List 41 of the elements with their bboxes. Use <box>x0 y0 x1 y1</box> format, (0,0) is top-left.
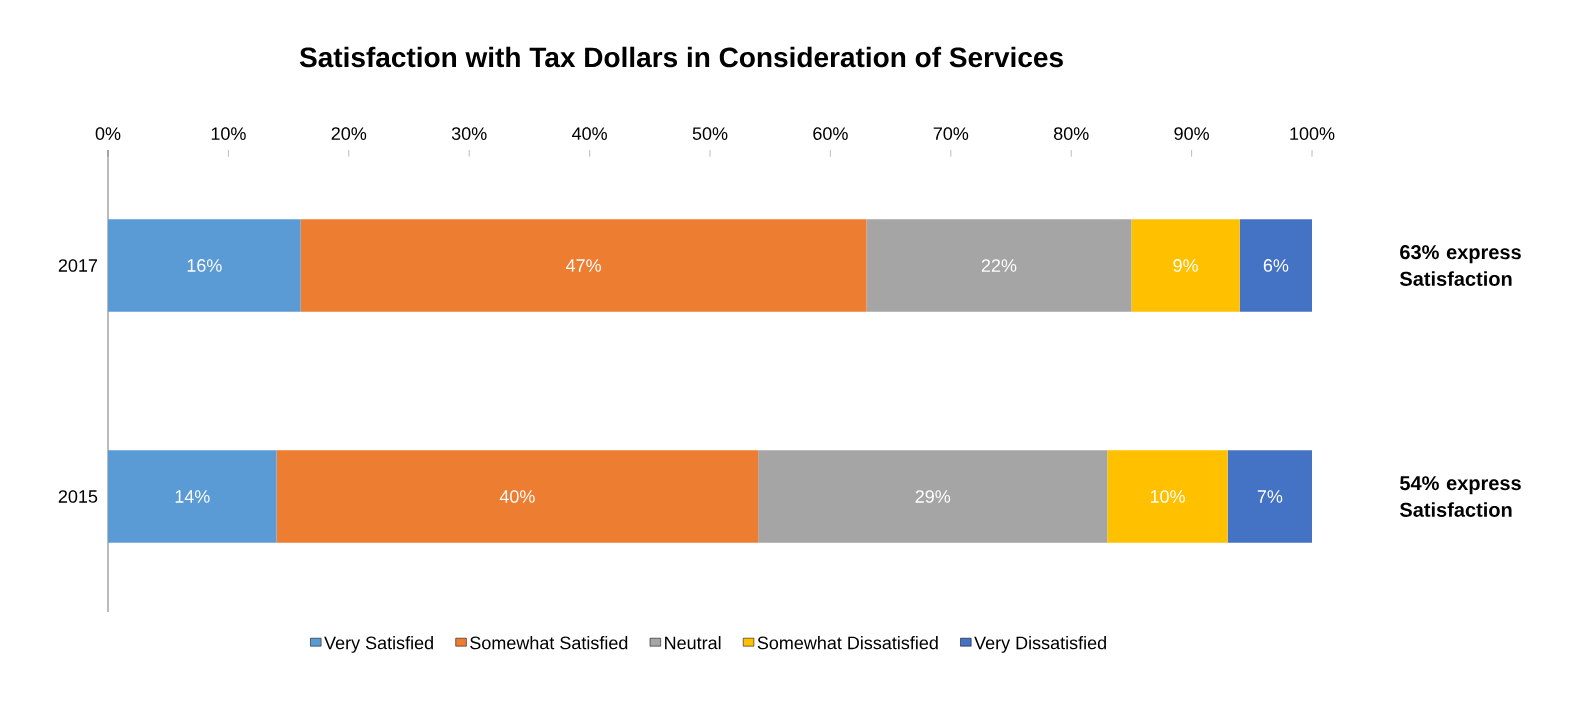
data-label: 29% <box>915 490 951 503</box>
data-label: 10% <box>1150 490 1185 503</box>
y-tick-label: 2015 <box>58 490 98 503</box>
legend-label: Somewhat Satisfied <box>470 636 628 650</box>
bar <box>108 450 277 543</box>
data-label: 40% <box>499 490 535 503</box>
x-tick-label: 50% <box>692 127 728 140</box>
x-tick-label: 30% <box>451 127 487 140</box>
x-tick-label: 80% <box>1053 127 1089 140</box>
text: 63% express Satisfaction <box>1399 245 1521 286</box>
data-label: 6% <box>1263 259 1289 272</box>
bar <box>758 450 1108 543</box>
bar <box>108 219 301 312</box>
chart-title: Satisfaction with Tax Dollars in Consideration of Services <box>299 46 1063 68</box>
y-tick-label: 2017 <box>58 259 98 272</box>
x-tick-label: 20% <box>331 127 367 140</box>
bar <box>300 219 867 312</box>
x-tick-label: 40% <box>572 127 607 140</box>
legend-label: Very Satisfied <box>324 636 433 653</box>
legend-label: Neutral <box>665 636 721 650</box>
data-label: 16% <box>187 259 222 272</box>
x-tick-label: 90% <box>1174 127 1209 140</box>
bar <box>1107 450 1228 543</box>
data-label: 9% <box>1173 259 1198 272</box>
data-label: 47% <box>565 259 601 272</box>
data-label: 14% <box>175 490 210 503</box>
text: 54% express Satisfaction <box>1399 476 1521 517</box>
legend-label: Somewhat Dissatisfied <box>757 636 938 650</box>
x-tick-label: 100% <box>1290 127 1335 140</box>
data-label: 22% <box>981 259 1017 272</box>
bar <box>276 450 759 543</box>
bar <box>1239 219 1313 312</box>
legend-label: Very Dissatisfied <box>974 636 1106 653</box>
data-label: 7% <box>1257 490 1283 503</box>
x-tick-label: 60% <box>813 127 848 140</box>
x-tick-label: 70% <box>933 127 969 140</box>
bar <box>1131 219 1240 312</box>
x-tick-label: 0% <box>95 127 121 140</box>
bar <box>1227 450 1313 543</box>
bar <box>866 219 1132 312</box>
x-tick-label: 10% <box>211 127 246 140</box>
